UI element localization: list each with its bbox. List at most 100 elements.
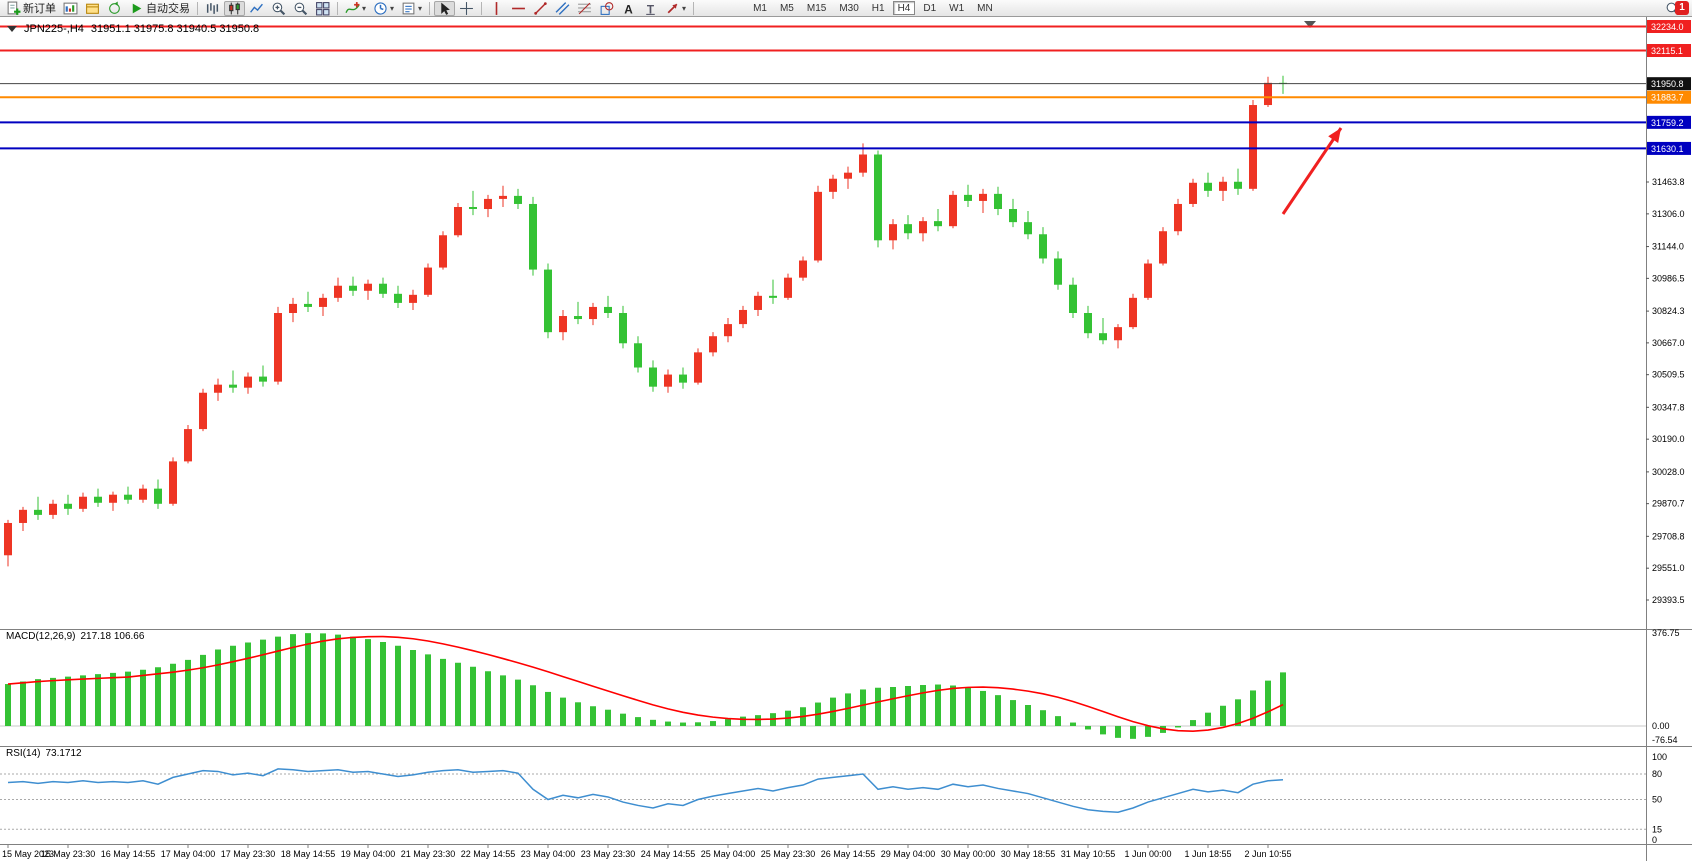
fibonacci-button[interactable] bbox=[574, 1, 595, 16]
candle bbox=[934, 209, 942, 232]
candle bbox=[919, 217, 927, 242]
profiles-button[interactable] bbox=[82, 1, 103, 16]
caret-down-icon[interactable]: ▾ bbox=[418, 3, 423, 13]
candle bbox=[1039, 227, 1047, 264]
candles-series bbox=[4, 75, 1287, 567]
chart-shift-marker[interactable] bbox=[1304, 21, 1316, 28]
candle bbox=[649, 360, 657, 392]
price-tick: 31463.8 bbox=[1652, 177, 1685, 187]
templates-button[interactable]: ▾ bbox=[398, 1, 425, 16]
candle bbox=[994, 186, 1002, 216]
time-label: 17 May 04:00 bbox=[161, 849, 216, 859]
timeframe-h1[interactable]: H1 bbox=[871, 3, 885, 14]
time-label: 25 May 04:00 bbox=[701, 849, 756, 859]
trendline-button[interactable] bbox=[530, 1, 551, 16]
candle bbox=[109, 491, 117, 511]
timeframe-d1[interactable]: D1 bbox=[923, 3, 937, 14]
new-order-button[interactable]: 新订单 bbox=[3, 1, 59, 16]
auto-trading-button[interactable]: 自动交易 bbox=[126, 1, 193, 16]
support-line-1[interactable]: 31759.2 bbox=[0, 115, 1691, 129]
timeframe-m15[interactable]: M15 bbox=[806, 3, 827, 14]
tile-windows-button[interactable] bbox=[312, 1, 333, 16]
indicators-button[interactable]: ▾ bbox=[342, 1, 369, 16]
candle bbox=[619, 305, 627, 349]
zoom-in-button[interactable] bbox=[268, 1, 289, 16]
timeframe-h4[interactable]: H4 bbox=[892, 1, 916, 15]
arrow-head bbox=[1328, 128, 1341, 143]
caret-down-icon[interactable]: ▾ bbox=[390, 3, 395, 13]
candle bbox=[604, 295, 612, 319]
toolbar-separator bbox=[693, 1, 695, 15]
refresh-button[interactable] bbox=[104, 1, 125, 16]
support-line-2[interactable]: 31630.1 bbox=[0, 141, 1691, 155]
candle bbox=[1144, 259, 1152, 300]
cursor-button[interactable] bbox=[434, 0, 456, 16]
time-label: 30 May 00:00 bbox=[941, 849, 996, 859]
rsi-value: 73.1712 bbox=[45, 748, 82, 759]
rsi-line bbox=[7, 768, 1284, 814]
crosshair-button[interactable] bbox=[456, 1, 477, 16]
refresh-icon bbox=[109, 1, 120, 14]
price-tick: 30347.8 bbox=[1652, 402, 1685, 412]
current-price-line[interactable]: 31950.8 bbox=[0, 77, 1691, 91]
arrows-icon bbox=[667, 3, 678, 13]
zoom-out-button[interactable] bbox=[290, 1, 311, 16]
candle bbox=[469, 190, 477, 216]
chart-background[interactable] bbox=[0, 17, 1692, 861]
price-line-label: 31950.8 bbox=[1651, 79, 1684, 89]
resistance-line-upper[interactable]: 32234.0 bbox=[0, 19, 1691, 33]
svg-text:T: T bbox=[647, 3, 655, 16]
charts-window-button[interactable] bbox=[60, 1, 81, 16]
timeframe-m5[interactable]: M5 bbox=[779, 3, 794, 14]
timeframe-w1[interactable]: W1 bbox=[949, 3, 965, 14]
candle bbox=[964, 184, 972, 207]
candle bbox=[1189, 178, 1197, 207]
one-click-trading-toggle[interactable] bbox=[7, 26, 17, 32]
timeframe-mn[interactable]: MN bbox=[977, 3, 993, 14]
caret-down-icon[interactable]: ▾ bbox=[362, 3, 367, 13]
equidistant-channel-button[interactable] bbox=[552, 1, 573, 16]
candlestick-chart-button[interactable] bbox=[224, 0, 245, 16]
tile-windows-icon bbox=[316, 1, 330, 15]
candle bbox=[184, 425, 192, 464]
text-button[interactable]: A bbox=[618, 1, 639, 16]
time-label: 23 May 23:30 bbox=[581, 849, 636, 859]
line-chart-button[interactable] bbox=[246, 1, 267, 16]
candle bbox=[559, 309, 567, 341]
play-icon bbox=[132, 3, 142, 13]
resistance-line[interactable]: 32115.1 bbox=[0, 44, 1691, 58]
price-scale[interactable] bbox=[1646, 17, 1692, 861]
candle bbox=[1009, 198, 1017, 228]
orange-level-line[interactable]: 31883.7 bbox=[0, 90, 1691, 104]
periods-button[interactable]: ▾ bbox=[370, 1, 397, 16]
profiles-icon bbox=[86, 3, 99, 14]
time-label: 23 May 04:00 bbox=[521, 849, 576, 859]
candle bbox=[1219, 176, 1227, 201]
price-tick: 30824.3 bbox=[1652, 306, 1685, 316]
candle bbox=[589, 302, 597, 326]
time-label: 1 Jun 18:55 bbox=[1184, 849, 1231, 859]
timeframe-m30[interactable]: M30 bbox=[839, 3, 859, 14]
caret-down-icon[interactable]: ▾ bbox=[682, 3, 687, 13]
arrow-annotation[interactable] bbox=[1281, 127, 1343, 215]
candle bbox=[289, 297, 297, 323]
svg-text:A: A bbox=[624, 3, 633, 16]
arrows-button[interactable]: ▾ bbox=[662, 1, 689, 16]
text-a-icon: A bbox=[624, 3, 633, 16]
text-label-icon: T bbox=[646, 3, 655, 16]
vertical-line-button[interactable] bbox=[486, 1, 507, 16]
bar-chart-button[interactable] bbox=[202, 1, 223, 16]
timeframe-m1[interactable]: M1 bbox=[753, 3, 767, 14]
macd-scale-tick: 376.75 bbox=[1652, 628, 1680, 638]
time-label: 29 May 04:00 bbox=[881, 849, 936, 859]
time-label: 17 May 23:30 bbox=[221, 849, 276, 859]
candle bbox=[49, 499, 57, 519]
candle bbox=[499, 185, 507, 207]
time-label: 24 May 14:55 bbox=[641, 849, 696, 859]
text-label-button[interactable]: T bbox=[640, 1, 661, 16]
candle bbox=[874, 150, 882, 248]
notification-badge[interactable]: 1 bbox=[1675, 1, 1689, 15]
horizontal-line-button[interactable] bbox=[508, 1, 529, 16]
shapes-button[interactable] bbox=[596, 1, 617, 16]
